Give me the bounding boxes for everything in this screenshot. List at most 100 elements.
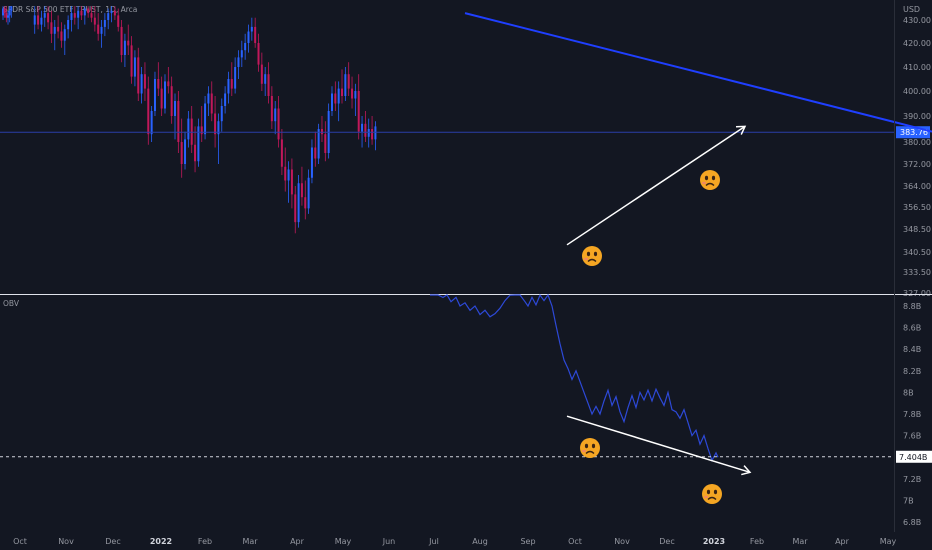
candle-body (3, 8, 6, 14)
time-axis-label: Apr (290, 537, 305, 546)
candle-body (160, 88, 163, 109)
candle-body (174, 101, 177, 116)
face-eye (591, 443, 596, 449)
face-eye (706, 489, 711, 495)
candle-body (77, 10, 80, 18)
price-y-tick-label: 356.50 (903, 203, 931, 212)
price-candle (167, 67, 170, 94)
price-y-tick-label: 390.00 (903, 112, 931, 121)
price-pane-title: SPDR S&P 500 ETF TRUST, 1D, Arca (3, 5, 137, 14)
candle-body (93, 17, 96, 25)
obv-pane[interactable]: OBV 8.8B8.6B8.4B8.2B8B7.8B7.6B7.4B7.2B7B… (0, 293, 932, 527)
obv-y-tick-label: 8B (903, 388, 914, 397)
face-frown (707, 496, 717, 501)
price-candle (110, 6, 113, 23)
price-candle (297, 175, 300, 228)
face-frown (585, 450, 595, 455)
price-candle (230, 62, 233, 96)
price-candle (153, 71, 156, 116)
price-uptrend-arrow[interactable] (566, 125, 747, 246)
candle-body (230, 79, 233, 89)
candle-body (47, 13, 50, 23)
time-axis[interactable]: Oct Nov Dec 2022 Feb Mar Apr May Jun Jul Aug Sep Oct… (13, 537, 896, 546)
candle-body (190, 118, 193, 145)
candle-body (324, 134, 327, 153)
obv-downtrend-arrow-head (741, 465, 752, 476)
price-candle (314, 131, 317, 167)
price-candle (80, 6, 83, 20)
price-pane[interactable]: SPDR S&P 500 ETF TRUST, 1D, Arca USD 430… (0, 5, 932, 298)
candle-body (120, 26, 123, 55)
price-candle (344, 67, 347, 101)
obv-overlays: 7.404B (0, 415, 932, 504)
obv-sad-face-emoji[interactable] (580, 438, 600, 458)
candle-body (87, 8, 90, 14)
candle-body (83, 8, 86, 16)
candle-body (354, 91, 357, 99)
candle-body (304, 197, 307, 209)
price-candle (304, 180, 307, 220)
price-candle (207, 86, 210, 116)
price-unit-label: USD (903, 5, 920, 14)
price-candle (187, 111, 190, 148)
price-candle (103, 13, 106, 37)
obv-line (430, 293, 719, 462)
price-candle (264, 67, 267, 96)
obv-downtrend-arrow-shaft (566, 415, 751, 474)
candle-body (227, 79, 230, 94)
price-candle (214, 96, 217, 148)
candle-body (140, 74, 143, 94)
candle-body (371, 129, 374, 140)
price-candle (334, 81, 337, 111)
price-candle (317, 123, 320, 164)
price-candle (97, 13, 100, 41)
price-candle (367, 118, 370, 148)
obv-y-tick-label: 6.8B (903, 518, 921, 527)
price-candle (5, 6, 8, 23)
obv-downtrend-arrow[interactable] (566, 415, 752, 476)
time-axis-label: May (880, 537, 897, 546)
candle-body (210, 93, 213, 114)
price-candle (63, 24, 66, 55)
candle-body (280, 139, 283, 167)
price-sad-face-emoji[interactable] (582, 246, 602, 266)
obv-pane-title: OBV (3, 299, 20, 308)
candle-body (200, 126, 203, 135)
candle-body (153, 79, 156, 111)
candle-body (250, 26, 253, 32)
candle-body (163, 81, 166, 109)
resistance-trendline[interactable] (464, 12, 932, 133)
price-candle (73, 6, 76, 25)
price-candle (140, 67, 143, 104)
price-candle (257, 33, 260, 72)
candle-body (341, 88, 344, 96)
price-candle (307, 169, 310, 214)
price-candle (294, 186, 297, 234)
candle-body (337, 88, 340, 104)
price-candle (237, 50, 240, 79)
price-overlays: 383.76 (0, 12, 932, 266)
time-axis-label: Jul (428, 537, 439, 546)
price-sad-face-emoji[interactable] (700, 170, 720, 190)
obv-line-series (430, 293, 719, 462)
price-candle (180, 118, 183, 178)
time-axis-label: Apr (835, 537, 850, 546)
price-candle (310, 139, 313, 184)
obv-sad-face-emoji[interactable] (702, 484, 722, 504)
face-blush (584, 257, 588, 261)
price-candle (284, 147, 287, 192)
obv-y-tick-label: 7.6B (903, 432, 921, 441)
candle-body (10, 6, 13, 11)
price-candle (113, 6, 116, 20)
candle-body (33, 15, 36, 25)
candle-body (300, 183, 303, 198)
candle-body (207, 93, 210, 104)
price-candle (60, 22, 63, 48)
price-y-axis[interactable]: 430.00 420.00 410.00 400.00 390.00 380.00 372.… (903, 16, 931, 298)
price-candle (324, 121, 327, 162)
price-candle (53, 20, 56, 51)
face-blush (702, 181, 706, 185)
price-candle (133, 50, 136, 87)
candle-body (267, 74, 270, 96)
